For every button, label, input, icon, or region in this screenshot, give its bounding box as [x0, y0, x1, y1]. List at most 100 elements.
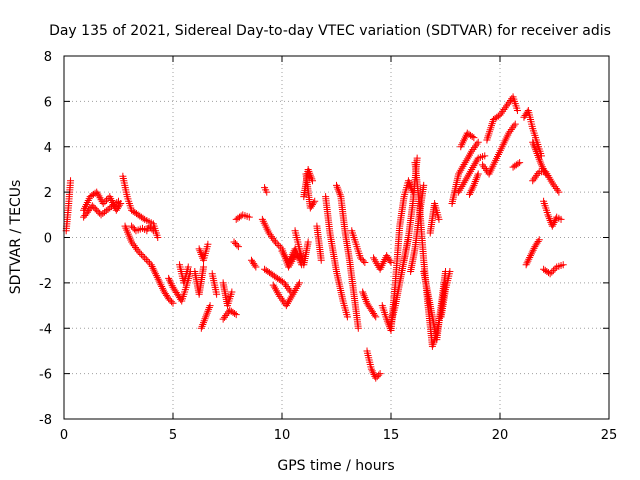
data-point — [304, 238, 312, 246]
data-point — [535, 236, 543, 244]
data-point — [200, 263, 208, 271]
data-point — [276, 243, 284, 251]
data-point — [139, 214, 147, 222]
x-tick-label: 10 — [274, 428, 291, 443]
data-point — [219, 315, 227, 323]
data-point — [115, 197, 122, 205]
y-tick-label: -6 — [39, 368, 52, 383]
data-point — [504, 100, 512, 108]
data-point — [167, 280, 175, 288]
data-point — [537, 161, 545, 169]
data-point — [469, 145, 477, 153]
data-point — [156, 279, 164, 287]
data-point — [413, 154, 421, 162]
data-point — [552, 184, 560, 192]
y-tick-label: 4 — [44, 141, 52, 156]
data-point — [511, 120, 519, 128]
data-point — [534, 170, 542, 178]
data-point — [469, 183, 477, 191]
data-point — [356, 254, 364, 262]
data-point — [270, 236, 278, 244]
data-point — [280, 279, 288, 287]
data-point — [473, 140, 481, 148]
data-point — [263, 188, 271, 196]
data-point — [155, 277, 163, 285]
data-point — [546, 270, 554, 278]
data-point — [531, 173, 539, 181]
data-point — [376, 370, 384, 378]
data-point — [548, 179, 556, 187]
data-point — [148, 263, 156, 271]
data-point — [220, 313, 228, 321]
data-point — [266, 231, 274, 239]
data-point — [136, 249, 144, 257]
data-point — [474, 170, 482, 178]
data-points — [62, 93, 567, 382]
data-point — [522, 261, 530, 269]
data-point — [533, 171, 541, 179]
data-point — [137, 251, 145, 259]
data-point — [67, 177, 75, 185]
data-point — [165, 295, 173, 303]
data-point — [277, 294, 285, 302]
data-point — [159, 286, 167, 294]
data-point — [479, 161, 487, 169]
data-point — [549, 220, 557, 228]
data-point — [527, 252, 535, 260]
chart-title: Day 135 of 2021, Sidereal Day-to-day VTE… — [49, 23, 611, 39]
data-point — [231, 240, 239, 248]
data-point — [548, 268, 556, 276]
data-point — [551, 183, 559, 191]
data-point — [550, 219, 558, 227]
data-point — [165, 274, 173, 282]
data-point — [526, 253, 534, 261]
data-point — [499, 107, 507, 115]
data-point — [386, 257, 394, 265]
data-point — [168, 282, 176, 290]
data-point — [506, 96, 514, 104]
x-tick-label: 5 — [169, 428, 177, 443]
data-point — [149, 264, 157, 272]
data-point — [507, 126, 515, 134]
data-point — [549, 266, 557, 274]
data-point — [129, 224, 137, 232]
data-point — [168, 298, 176, 306]
data-point — [152, 272, 160, 280]
data-point — [147, 261, 155, 269]
data-point — [222, 312, 230, 320]
data-point — [265, 229, 273, 237]
x-axis-label: GPS time / hours — [277, 458, 394, 474]
data-point — [213, 290, 221, 298]
y-tick-label: -4 — [39, 322, 52, 337]
data-point — [358, 255, 366, 263]
data-point — [152, 270, 160, 278]
data-point — [311, 197, 319, 205]
data-point — [129, 240, 137, 248]
data-point — [154, 234, 162, 241]
data-point — [534, 237, 542, 245]
data-point — [166, 296, 174, 304]
x-tick-label: 15 — [383, 428, 400, 443]
data-point — [470, 134, 478, 142]
data-point — [252, 263, 260, 271]
data-point — [279, 278, 287, 286]
data-point — [94, 208, 102, 216]
data-point — [166, 278, 174, 286]
data-point — [523, 259, 531, 267]
data-point — [154, 275, 162, 283]
data-point — [166, 276, 174, 284]
y-tick-label: 6 — [44, 95, 52, 110]
data-point — [134, 247, 142, 255]
data-point — [468, 147, 476, 155]
data-point — [132, 243, 140, 251]
data-point — [133, 245, 141, 253]
data-point — [281, 281, 289, 289]
data-point — [466, 189, 474, 197]
data-point — [150, 266, 158, 274]
data-point — [269, 234, 277, 242]
data-point — [223, 310, 231, 318]
data-point — [501, 104, 509, 112]
data-point — [228, 288, 236, 296]
data-point — [372, 374, 380, 382]
data-point — [230, 238, 238, 246]
